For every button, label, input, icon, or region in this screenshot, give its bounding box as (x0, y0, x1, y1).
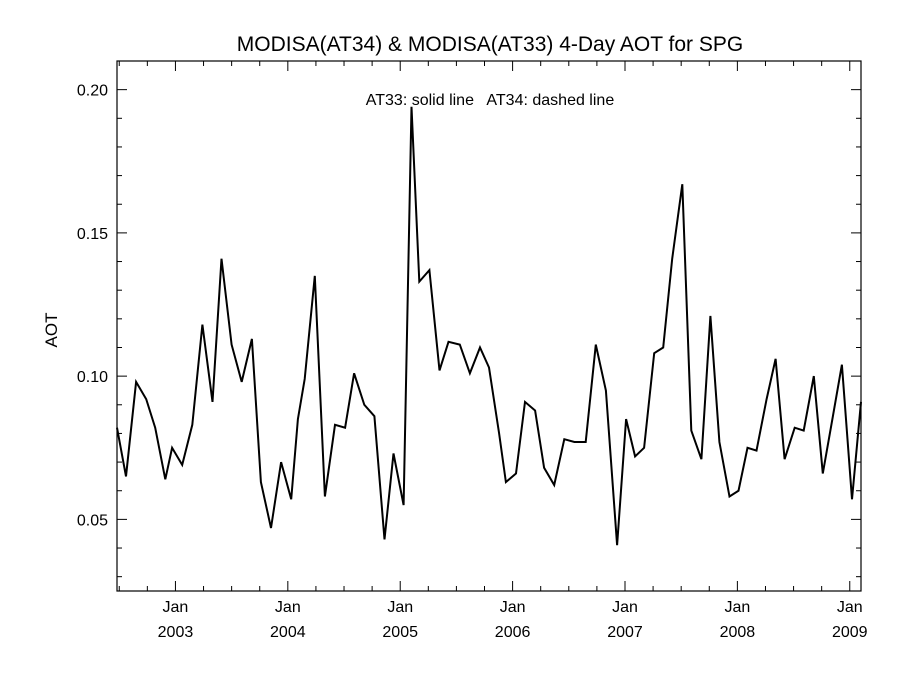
series-legend-annotation: AT33: solid line AT34: dashed line (366, 92, 615, 109)
x-tick-label-year: 2004 (270, 624, 306, 641)
y-axis-ticks: 0.05 0.10 0.15 0.20 (77, 60, 861, 578)
y-axis-label: AOT (42, 313, 61, 348)
x-tick-label-month: Jan (163, 599, 189, 616)
x-tick-label-year: 2008 (720, 624, 756, 641)
y-tick-label: 0.20 (77, 83, 108, 100)
series-line-solid (116, 106, 862, 546)
y-tick-label: 0.15 (77, 226, 108, 243)
y-tick-label: 0.05 (77, 512, 108, 529)
x-tick-label-year: 2007 (607, 624, 643, 641)
x-tick-label-year: 2003 (158, 624, 194, 641)
x-tick-label-month: Jan (724, 599, 750, 616)
series-group (116, 106, 862, 546)
x-tick-label-year: 2006 (495, 624, 531, 641)
y-tick-label: 0.10 (77, 369, 108, 386)
x-tick-label-year: 2009 (832, 624, 868, 641)
x-tick-label-month: Jan (387, 599, 413, 616)
plot-frame (116, 60, 862, 592)
chart-title: MODISA(AT34) & MODISA(AT33) 4-Day AOT fo… (237, 33, 743, 56)
x-tick-label-month: Jan (275, 599, 301, 616)
x-tick-label-month: Jan (500, 599, 526, 616)
x-axis-ticks: Jan 2003 Jan 2004 Jan 2005 Jan 2006 Jan 2007 Jan 20… (118, 61, 868, 641)
x-tick-label-month: Jan (612, 599, 638, 616)
x-tick-label-month: Jan (837, 599, 863, 616)
x-tick-label-year: 2005 (382, 624, 418, 641)
